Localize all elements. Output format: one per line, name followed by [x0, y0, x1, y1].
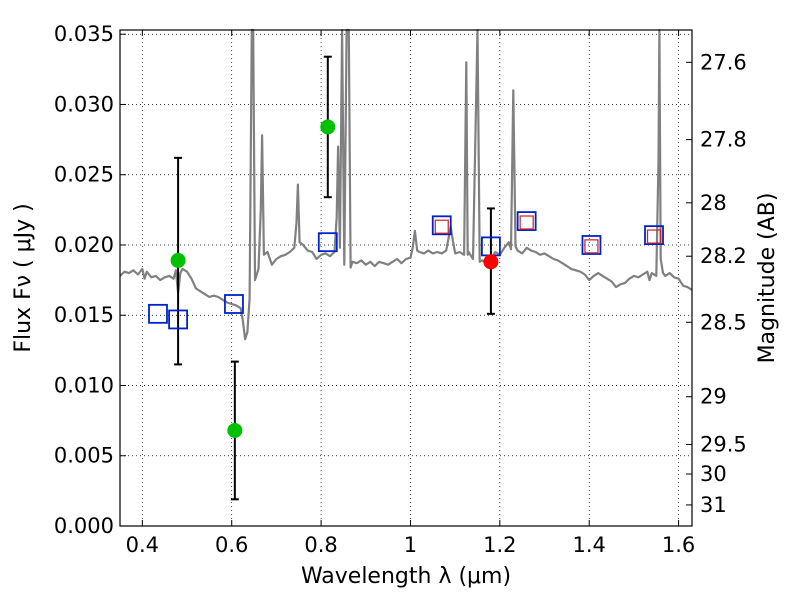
y-axis-label-right: Magnitude (AB)	[755, 193, 780, 364]
model-spectrum-line	[119, 28, 693, 341]
y-tick-label: 0.035	[54, 22, 114, 46]
observed-flux-point	[320, 119, 336, 135]
y-tick-label: 0.000	[54, 514, 114, 538]
model-photometry-square	[646, 229, 662, 244]
mag-tick-label: 29.5	[700, 433, 747, 457]
x-tick-label: 1.6	[662, 533, 695, 557]
mag-tick-label: 31	[700, 493, 727, 517]
x-tick-label: 0.8	[304, 533, 337, 557]
model-photometry-square	[434, 219, 449, 234]
model-photometry-square	[584, 239, 599, 254]
model-photometry-square	[519, 215, 534, 230]
y-tick-label: 0.020	[54, 233, 114, 257]
x-tick-label: 1.2	[483, 533, 516, 557]
mag-tick-label: 27.6	[700, 50, 747, 74]
x-tick-label: 0.6	[215, 533, 248, 557]
model-photometry-square	[644, 225, 664, 246]
series-layer	[119, 28, 693, 501]
mag-tick-label: 28.5	[700, 310, 747, 334]
y-tick-label: 0.010	[54, 373, 114, 397]
x-axis: 0.4 0.6 0.8 1 1.2 1.4 1.6	[126, 30, 695, 557]
model-photometry-square	[224, 294, 244, 314]
y-axis-right: 27.6 27.8 28 28.2 28.5 29 29.5 30 31	[686, 50, 747, 517]
plot-frame	[119, 29, 693, 527]
y-tick-label: 0.025	[54, 163, 114, 187]
x-tick-label: 1.4	[573, 533, 606, 557]
model-photometry-square	[431, 215, 452, 236]
mag-tick-label: 30	[700, 462, 727, 486]
observed-flux-point	[483, 254, 499, 270]
model-photometry-square	[516, 211, 537, 231]
observed-flux-point	[170, 252, 186, 268]
x-tick-label: 0.4	[126, 533, 159, 557]
model-photometry-square	[581, 235, 602, 255]
x-tick-label: 1	[404, 533, 417, 557]
x-axis-label: Wavelength λ (μm)	[301, 564, 511, 589]
y-axis-label-left: Flux Fν ( μJy )	[11, 203, 36, 352]
mag-tick-label: 29	[700, 385, 727, 409]
y-axis-left: 0.000 0.005 0.010 0.015 0.020 0.025 0.030 0.035	[54, 22, 126, 538]
model-photometry-square	[168, 309, 188, 330]
mag-tick-label: 28.2	[700, 244, 747, 268]
y-tick-label: 0.015	[54, 303, 114, 327]
y-tick-label: 0.030	[54, 92, 114, 116]
mag-tick-label: 27.8	[700, 128, 747, 152]
model-photometry-square	[317, 232, 338, 253]
mag-tick-label: 28	[700, 191, 727, 215]
model-photometry-square	[148, 303, 168, 324]
y-tick-label: 0.005	[54, 444, 114, 468]
observed-flux-point	[227, 422, 243, 438]
